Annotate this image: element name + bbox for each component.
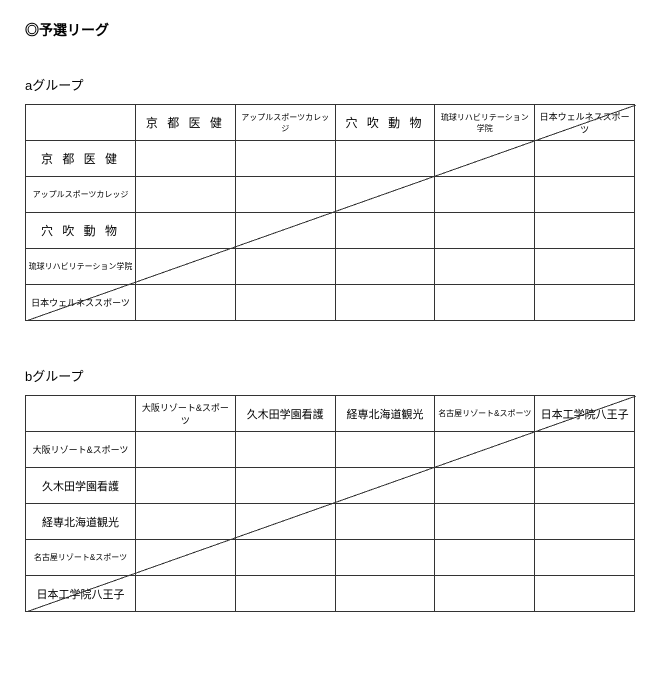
row-header: 名古屋リゾート&スポーツ bbox=[26, 540, 136, 576]
result-cell bbox=[136, 285, 236, 321]
row-header: 穴 吹 動 物 bbox=[26, 213, 136, 249]
result-cell bbox=[435, 504, 535, 540]
column-header: 琉球リハビリテーション学院 bbox=[435, 105, 535, 141]
result-cell bbox=[235, 540, 335, 576]
result-cell bbox=[335, 177, 435, 213]
table-row: 大阪リゾート&スポーツ bbox=[26, 432, 635, 468]
table-row: 穴 吹 動 物 bbox=[26, 213, 635, 249]
result-cell bbox=[335, 576, 435, 612]
result-cell bbox=[535, 576, 635, 612]
result-cell bbox=[235, 249, 335, 285]
result-cell bbox=[435, 249, 535, 285]
result-cell bbox=[136, 141, 236, 177]
league-table: 大阪リゾート&スポーツ久木田学園看護経専北海道観光名古屋リゾート&スポーツ日本工… bbox=[25, 395, 635, 612]
row-header: アップルスポーツカレッジ bbox=[26, 177, 136, 213]
column-header: アップルスポーツカレッジ bbox=[235, 105, 335, 141]
column-header: 穴 吹 動 物 bbox=[335, 105, 435, 141]
result-cell bbox=[535, 141, 635, 177]
result-cell bbox=[235, 177, 335, 213]
table-corner-cell bbox=[26, 396, 136, 432]
result-cell bbox=[235, 285, 335, 321]
column-header: 日本工学院八王子 bbox=[535, 396, 635, 432]
result-cell bbox=[335, 504, 435, 540]
result-cell bbox=[535, 540, 635, 576]
table-row: 久木田学園看護 bbox=[26, 468, 635, 504]
column-header: 名古屋リゾート&スポーツ bbox=[435, 396, 535, 432]
result-cell bbox=[335, 141, 435, 177]
result-cell bbox=[235, 432, 335, 468]
group-label: aグループ bbox=[25, 75, 639, 94]
row-header: 大阪リゾート&スポーツ bbox=[26, 432, 136, 468]
result-cell bbox=[435, 177, 535, 213]
table-row: 名古屋リゾート&スポーツ bbox=[26, 540, 635, 576]
table-corner-cell bbox=[26, 105, 136, 141]
result-cell bbox=[435, 213, 535, 249]
result-cell bbox=[235, 504, 335, 540]
row-header: 経専北海道観光 bbox=[26, 504, 136, 540]
table-row: 日本工学院八王子 bbox=[26, 576, 635, 612]
row-header: 日本工学院八王子 bbox=[26, 576, 136, 612]
result-cell bbox=[136, 468, 236, 504]
result-cell bbox=[535, 468, 635, 504]
row-header: 琉球リハビリテーション学院 bbox=[26, 249, 136, 285]
result-cell bbox=[136, 249, 236, 285]
result-cell bbox=[235, 468, 335, 504]
row-header: 京 都 医 健 bbox=[26, 141, 136, 177]
column-header: 日本ウェルネススポーツ bbox=[535, 105, 635, 141]
group-label: bグループ bbox=[25, 366, 639, 385]
table-row: 日本ウェルネススポーツ bbox=[26, 285, 635, 321]
result-cell bbox=[435, 540, 535, 576]
result-cell bbox=[136, 504, 236, 540]
result-cell bbox=[535, 177, 635, 213]
table-row: 京 都 医 健 bbox=[26, 141, 635, 177]
table-row: アップルスポーツカレッジ bbox=[26, 177, 635, 213]
result-cell bbox=[435, 468, 535, 504]
result-cell bbox=[335, 468, 435, 504]
table-header-row: 京 都 医 健アップルスポーツカレッジ穴 吹 動 物琉球リハビリテーション学院日… bbox=[26, 105, 635, 141]
result-cell bbox=[535, 504, 635, 540]
result-cell bbox=[535, 285, 635, 321]
result-cell bbox=[435, 285, 535, 321]
result-cell bbox=[535, 213, 635, 249]
result-cell bbox=[235, 213, 335, 249]
table-row: 琉球リハビリテーション学院 bbox=[26, 249, 635, 285]
column-header: 京 都 医 健 bbox=[136, 105, 236, 141]
page-title: ◎予選リーグ bbox=[25, 20, 639, 40]
league-table: 京 都 医 健アップルスポーツカレッジ穴 吹 動 物琉球リハビリテーション学院日… bbox=[25, 104, 635, 321]
result-cell bbox=[136, 177, 236, 213]
result-cell bbox=[435, 432, 535, 468]
column-header: 大阪リゾート&スポーツ bbox=[136, 396, 236, 432]
result-cell bbox=[136, 540, 236, 576]
column-header: 経専北海道観光 bbox=[335, 396, 435, 432]
result-cell bbox=[335, 213, 435, 249]
result-cell bbox=[435, 576, 535, 612]
result-cell bbox=[335, 540, 435, 576]
result-cell bbox=[435, 141, 535, 177]
row-header: 久木田学園看護 bbox=[26, 468, 136, 504]
result-cell bbox=[136, 432, 236, 468]
result-cell bbox=[335, 432, 435, 468]
result-cell bbox=[535, 249, 635, 285]
result-cell bbox=[136, 576, 236, 612]
row-header: 日本ウェルネススポーツ bbox=[26, 285, 136, 321]
groups-container: aグループ京 都 医 健アップルスポーツカレッジ穴 吹 動 物琉球リハビリテーシ… bbox=[25, 75, 639, 612]
result-cell bbox=[136, 213, 236, 249]
column-header: 久木田学園看護 bbox=[235, 396, 335, 432]
table-row: 経専北海道観光 bbox=[26, 504, 635, 540]
group-section: bグループ大阪リゾート&スポーツ久木田学園看護経専北海道観光名古屋リゾート&スポ… bbox=[25, 366, 639, 612]
table-header-row: 大阪リゾート&スポーツ久木田学園看護経専北海道観光名古屋リゾート&スポーツ日本工… bbox=[26, 396, 635, 432]
result-cell bbox=[535, 432, 635, 468]
result-cell bbox=[235, 141, 335, 177]
result-cell bbox=[235, 576, 335, 612]
result-cell bbox=[335, 249, 435, 285]
group-section: aグループ京 都 医 健アップルスポーツカレッジ穴 吹 動 物琉球リハビリテーシ… bbox=[25, 75, 639, 321]
result-cell bbox=[335, 285, 435, 321]
